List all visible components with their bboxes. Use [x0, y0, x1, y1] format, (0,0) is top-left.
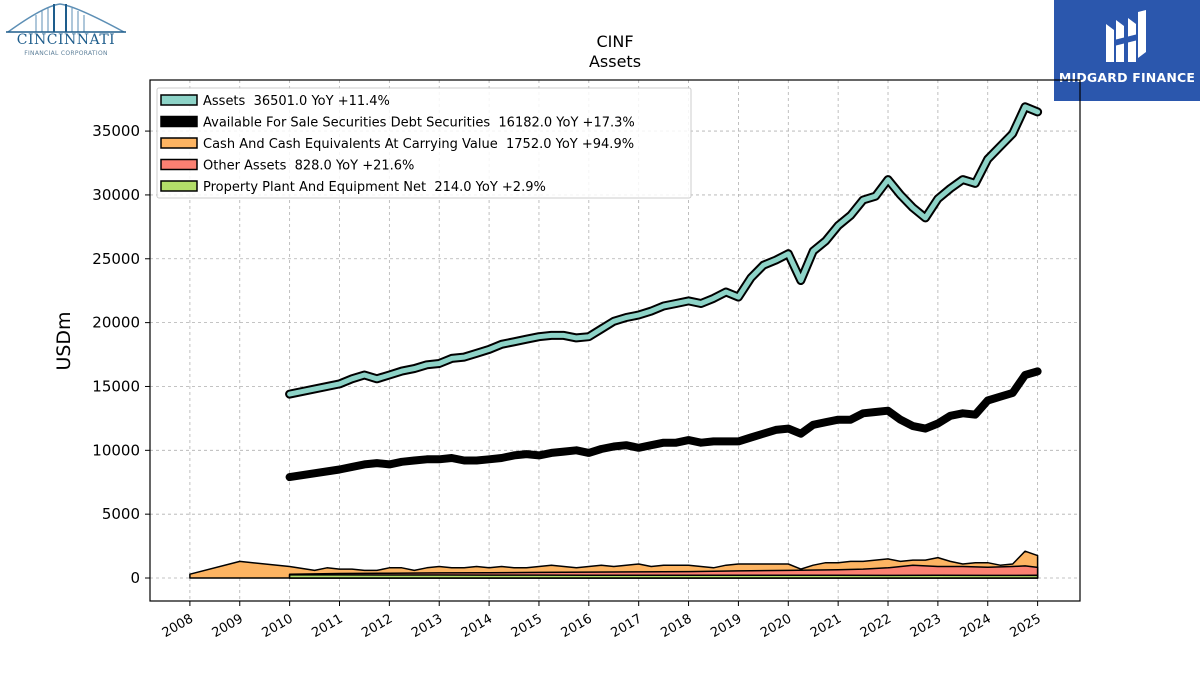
x-tick-label: 2025: [1007, 611, 1043, 641]
y-tick-label: 30000: [92, 186, 140, 204]
x-tick-label: 2014: [459, 611, 495, 641]
x-tick-label: 2016: [559, 611, 595, 641]
legend-label-1: Available For Sale Securities Debt Secur…: [203, 116, 635, 131]
y-tick-label: 25000: [92, 250, 140, 268]
x-tick-label: 2021: [808, 611, 844, 641]
x-tick-label: 2022: [858, 611, 894, 641]
y-tick-label: 0: [130, 569, 140, 587]
plot-frame: [149, 79, 1081, 602]
y-tick-label: 20000: [92, 314, 140, 332]
y-tick-label: 15000: [92, 377, 140, 395]
cincinnati-financial-logo: CINCINNATI FINANCIAL CORPORATION: [4, 2, 128, 62]
x-tick-label: 2019: [708, 611, 744, 641]
x-tick-label: 2008: [160, 611, 196, 641]
midgard-finance-logo: MIDGARD FINANCE: [1054, 0, 1200, 101]
legend-label-0: Assets 36501.0 YoY +11.4%: [203, 94, 390, 109]
x-tick-label: 2010: [259, 611, 295, 641]
chart-subtitle: Assets: [589, 52, 641, 71]
legend: Assets 36501.0 YoY +11.4% Available For S…: [156, 87, 692, 199]
y-tick-label: 10000: [92, 441, 140, 459]
legend-swatch-1: [160, 115, 198, 128]
x-tick-label: 2011: [309, 611, 345, 641]
right-logo-name: MIDGARD FINANCE: [1058, 70, 1196, 85]
legend-label-3: Other Assets 828.0 YoY +21.6%: [203, 159, 414, 174]
x-tick-label: 2009: [210, 611, 246, 641]
y-tick-label: 35000: [92, 122, 140, 140]
chart-title: CINF: [596, 32, 633, 51]
legend-box: [156, 87, 692, 199]
y-axis-label: USDm: [53, 311, 75, 370]
x-tick-label: 2023: [908, 611, 944, 641]
left-logo-subtitle: FINANCIAL CORPORATION: [24, 50, 108, 57]
bridge-icon: [6, 3, 126, 33]
series-0-line: [287, 104, 1041, 397]
legend-swatch-4: [160, 180, 198, 192]
legend-swatch-3: [160, 158, 198, 171]
series-4-area: [288, 574, 1039, 579]
legend-label-2: Cash And Cash Equivalents At Carrying Va…: [203, 137, 634, 152]
midgard-emblem-icon: [1106, 10, 1146, 62]
x-tick-label: 2024: [958, 611, 994, 641]
x-tick-label: 2013: [409, 611, 445, 641]
x-tick-label: 2012: [359, 611, 395, 641]
x-tick-label: 2017: [609, 611, 645, 641]
series-layer: [189, 102, 1043, 579]
x-tick-label: 2020: [758, 611, 794, 641]
legend-swatch-0: [160, 94, 198, 106]
y-tick-label: 5000: [102, 505, 140, 523]
x-tick-label: 2018: [658, 611, 694, 641]
series-1-line: [285, 367, 1042, 482]
legend-label-4: Property Plant And Equipment Net 214.0 Y…: [203, 180, 546, 195]
x-tick-label: 2015: [509, 611, 545, 641]
left-logo-name: CINCINNATI: [16, 32, 116, 48]
legend-swatch-2: [160, 137, 198, 149]
